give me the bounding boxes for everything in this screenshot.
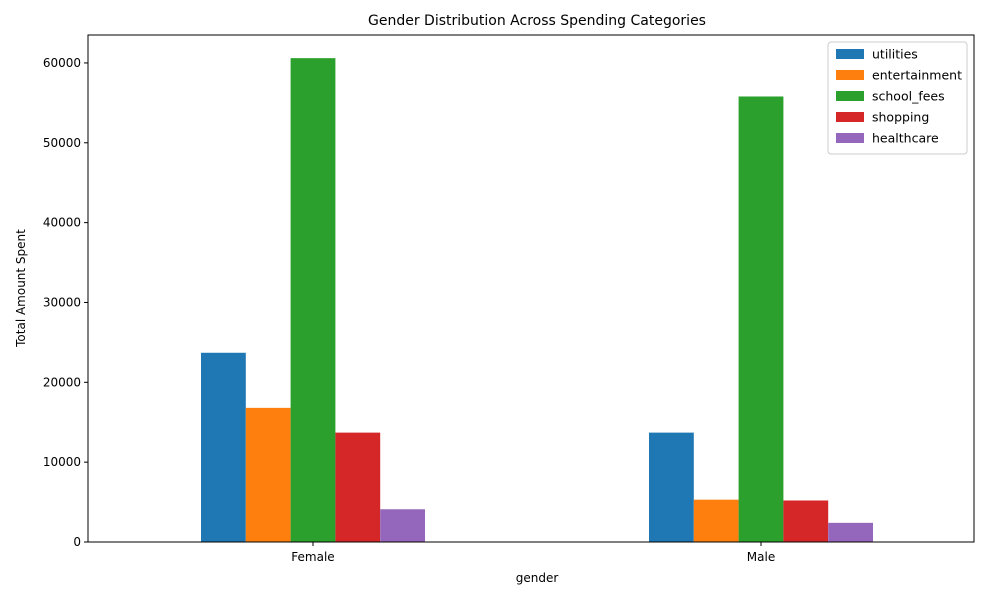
plot-frame bbox=[87, 34, 975, 543]
legend-label-healthcare: healthcare bbox=[872, 131, 939, 146]
y-axis-label: Total Amount Spent bbox=[14, 229, 28, 348]
y-tick-label: 20000 bbox=[43, 375, 81, 389]
x-axis: Female Male bbox=[291, 542, 775, 564]
chart-title: Gender Distribution Across Spending Cate… bbox=[368, 13, 706, 29]
y-tick-label: 10000 bbox=[43, 455, 81, 469]
bar-utilities-male bbox=[649, 432, 694, 542]
bar-school-fees-female bbox=[290, 58, 336, 543]
legend-swatch-shopping bbox=[836, 112, 864, 122]
bar-healthcare-female bbox=[380, 509, 425, 542]
legend-label-entertainment: entertainment bbox=[872, 68, 962, 83]
y-tick-label: 30000 bbox=[43, 295, 81, 309]
y-axis: 0 10000 20000 30000 40000 50000 60000 bbox=[43, 56, 88, 549]
legend-swatch-entertainment bbox=[836, 70, 864, 80]
bar-shopping-female bbox=[335, 432, 381, 542]
legend-swatch-healthcare bbox=[836, 133, 864, 143]
y-tick-label: 0 bbox=[73, 535, 81, 549]
x-axis-label: gender bbox=[516, 571, 559, 585]
x-tick-label-female: Female bbox=[291, 550, 334, 564]
bar-shopping-male bbox=[783, 500, 829, 542]
bar-school-fees-male bbox=[738, 96, 784, 542]
legend: utilities entertainment school_feesshoppin… bbox=[827, 41, 968, 155]
bar-entertainment-female bbox=[245, 407, 291, 542]
bar-entertainment-male bbox=[693, 499, 739, 542]
legend-label-school-fees: school_fees bbox=[872, 89, 945, 104]
bar-utilities-female bbox=[201, 352, 246, 542]
legend-label-shopping: shopping bbox=[872, 110, 929, 125]
legend-swatch-utilities bbox=[836, 49, 864, 59]
bars-layer bbox=[201, 58, 873, 543]
x-tick-label-male: Male bbox=[747, 550, 775, 564]
legend-label-utilities: utilities bbox=[872, 47, 918, 62]
y-tick-label: 40000 bbox=[43, 216, 81, 230]
y-tick-label: 60000 bbox=[43, 56, 81, 70]
legend-swatch-school-fees bbox=[836, 91, 864, 101]
bar-healthcare-male bbox=[828, 522, 873, 542]
y-tick-label: 50000 bbox=[43, 136, 81, 150]
